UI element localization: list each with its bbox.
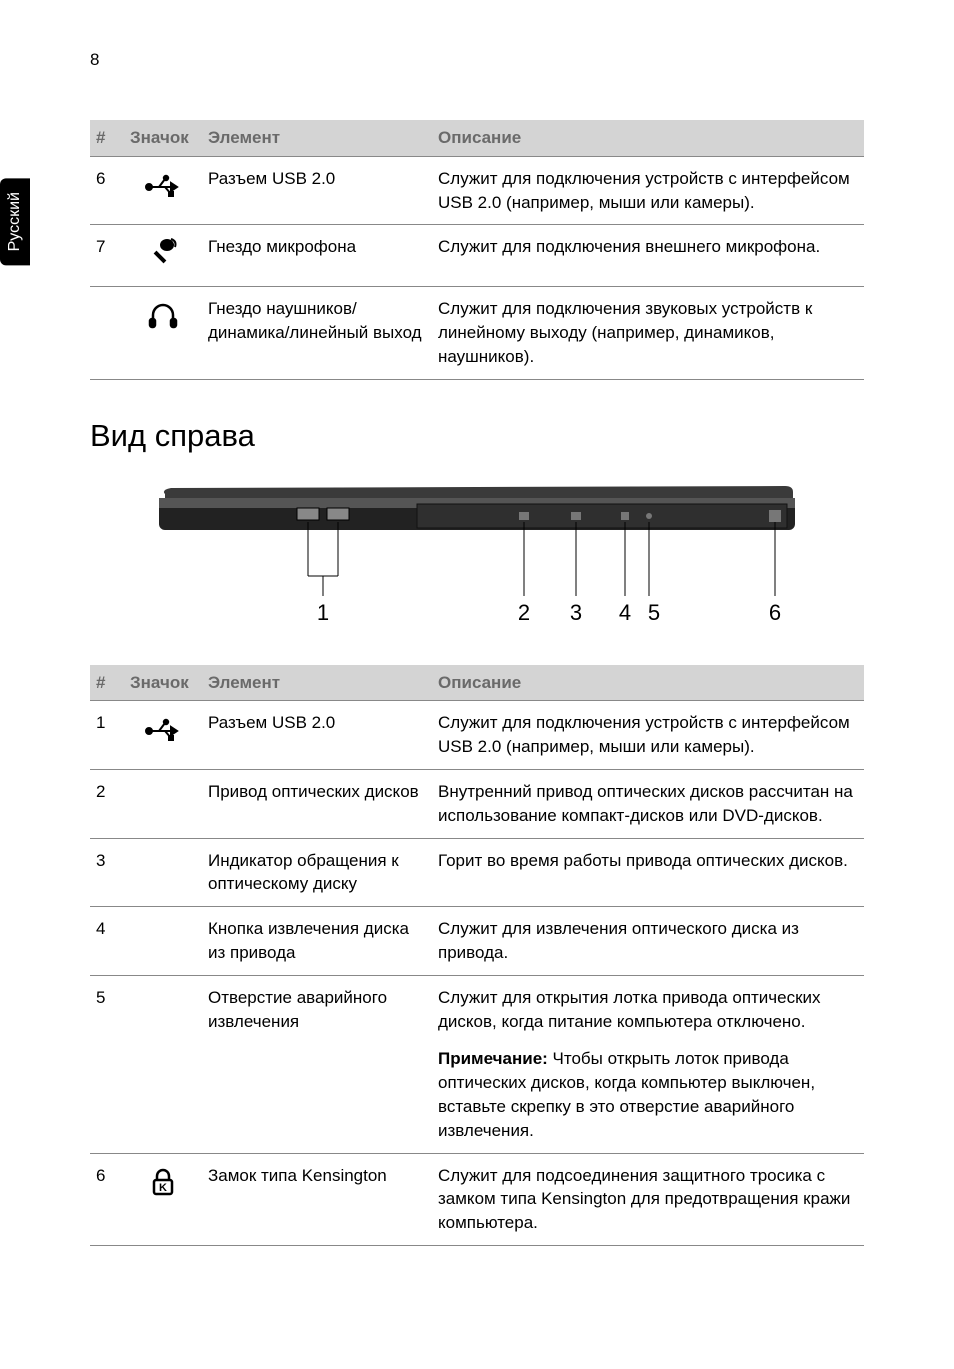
row-desc: Служит для подключения устройств с интер… <box>432 156 864 225</box>
row-num: 7 <box>90 225 124 287</box>
hdr-element: Элемент <box>202 665 432 701</box>
row-note: Примечание: Чтобы открыть лоток привода … <box>432 1043 864 1153</box>
ports-table-right: # Значок Элемент Описание 1 <box>90 665 864 1246</box>
row-num: 6 <box>90 156 124 225</box>
row-desc: Служит для извлечения оптического диска … <box>432 907 864 976</box>
row-element: Гнездо микрофона <box>202 225 432 287</box>
row-desc: Служит для открытия лотка привода оптиче… <box>432 975 864 1043</box>
row-desc: Служит для подключения внешнего микрофон… <box>432 225 864 287</box>
callout-3: 3 <box>570 600 582 625</box>
svg-text:K: K <box>159 1182 167 1194</box>
table-row-note: Примечание: Чтобы открыть лоток привода … <box>90 1043 864 1153</box>
row-element: Разъем USB 2.0 <box>202 156 432 225</box>
row-num <box>90 287 124 379</box>
row-desc: Горит во время работы привода оптических… <box>432 838 864 907</box>
row-element: Замок типа Kensington <box>202 1153 432 1245</box>
row-element: Кнопка извлечения диска из привода <box>202 907 432 976</box>
page-number: 8 <box>90 50 99 70</box>
headphone-icon <box>143 297 183 331</box>
table-row: Гнездо наушников/ динамика/линейный выхо… <box>90 287 864 379</box>
row-num: 3 <box>90 838 124 907</box>
table-row: 7 Гнездо микрофона Служит для подключени… <box>90 225 864 287</box>
callout-5: 5 <box>648 600 660 625</box>
row-element: Привод оптических дисков <box>202 769 432 838</box>
callout-1: 1 <box>317 600 329 625</box>
table-row: 1 Разъем USB 2.0 Служит для подключения … <box>90 701 864 770</box>
row-desc: Служит для подключения устройств с интер… <box>432 701 864 770</box>
table-row: 6 Разъем USB 2.0 Служит для подключения … <box>90 156 864 225</box>
hdr-num: # <box>90 120 124 156</box>
row-desc: Служит для подсоединения защитного троси… <box>432 1153 864 1245</box>
table-row: 3 Индикатор обращения к оптическому диск… <box>90 838 864 907</box>
note-label: Примечание: <box>438 1049 548 1068</box>
hdr-element: Элемент <box>202 120 432 156</box>
row-element: Отверстие аварийного извлечения <box>202 975 432 1043</box>
hdr-icon: Значок <box>124 665 202 701</box>
hdr-num: # <box>90 665 124 701</box>
hdr-desc: Описание <box>432 120 864 156</box>
usb-icon <box>143 711 183 745</box>
table-row: 4 Кнопка извлечения диска из привода Слу… <box>90 907 864 976</box>
row-num: 1 <box>90 701 124 770</box>
row-element: Разъем USB 2.0 <box>202 701 432 770</box>
callout-4: 4 <box>619 600 631 625</box>
section-title: Вид справа <box>90 418 864 454</box>
ports-table-top: # Значок Элемент Описание 6 <box>90 120 864 380</box>
right-view-diagram: 1 2 3 4 5 6 <box>157 476 797 631</box>
row-num: 2 <box>90 769 124 838</box>
row-desc: Служит для подключения звуковых устройст… <box>432 287 864 379</box>
callout-6: 6 <box>769 600 781 625</box>
row-desc: Внутренний привод оптических дисков расс… <box>432 769 864 838</box>
lock-icon: K <box>143 1164 183 1198</box>
row-element: Гнездо наушников/ динамика/линейный выхо… <box>202 287 432 379</box>
language-tab: Русский <box>0 178 30 265</box>
mic-icon <box>143 235 183 269</box>
table-row: 5 Отверстие аварийного извлечения Служит… <box>90 975 864 1043</box>
table-row: 2 Привод оптических дисков Внутренний пр… <box>90 769 864 838</box>
usb-icon <box>143 167 183 201</box>
row-num: 6 <box>90 1153 124 1245</box>
row-num: 4 <box>90 907 124 976</box>
callout-2: 2 <box>518 600 530 625</box>
row-num: 5 <box>90 975 124 1043</box>
table-row: 6 K Замок типа Kensington Служит для под… <box>90 1153 864 1245</box>
row-element: Индикатор обращения к оптическому диску <box>202 838 432 907</box>
hdr-icon: Значок <box>124 120 202 156</box>
hdr-desc: Описание <box>432 665 864 701</box>
